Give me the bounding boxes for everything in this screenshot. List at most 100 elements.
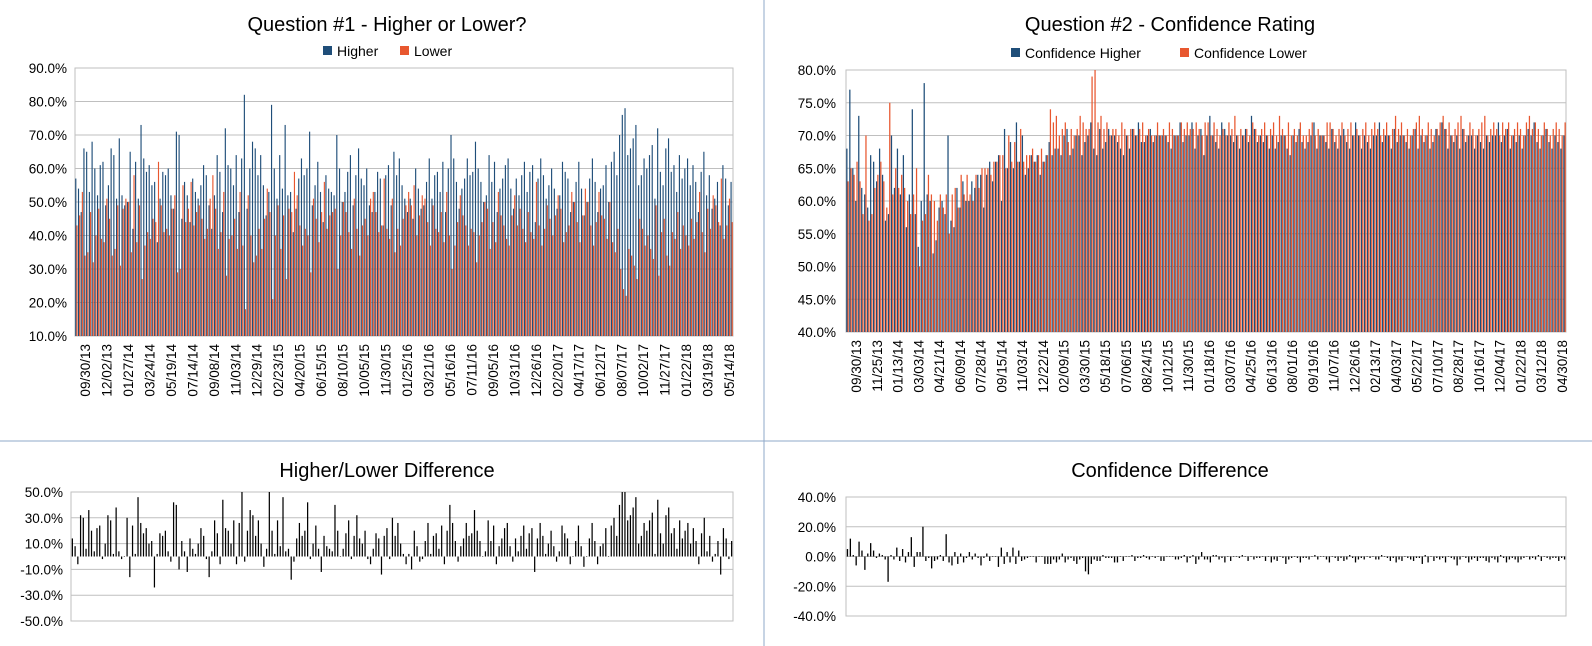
bar-difference [654,553,656,557]
bar-difference [1386,556,1389,558]
bar-difference [134,553,136,557]
bar-lower [978,187,980,332]
legend: Confidence Higher Confidence Lower [1011,45,1307,61]
bar-difference [594,541,596,557]
bar-difference [1163,556,1165,561]
bar-difference [460,546,462,557]
bar-difference [490,541,492,557]
bar-higher [1366,142,1369,332]
bar-difference [916,552,918,557]
bar-difference [1200,552,1203,557]
bar-higher [1084,142,1086,332]
bar-lower [1037,155,1040,332]
bar-difference [471,533,473,557]
bar-higher [1375,135,1378,332]
bar-higher [300,158,303,336]
bar-lower [217,248,219,336]
x-tick-label: 05/18/15 [1098,340,1113,393]
bar-difference [974,553,976,557]
x-tick-label: 07/14/14 [185,344,200,397]
bar-difference [545,553,547,557]
bar-difference [1320,556,1322,557]
bar-lower [136,242,138,336]
bar-lower [655,205,657,336]
bar-difference [536,538,539,557]
bar-difference [939,555,942,557]
bar-lower [1067,142,1069,332]
bar-lower [1213,122,1215,333]
bar-lower [272,299,274,336]
bar-difference [79,515,82,557]
bar-difference [692,528,694,557]
bar-lower [704,252,706,336]
x-tick-label: 03/21/16 [422,344,437,397]
bar-higher [156,242,158,336]
bar-higher [1512,135,1514,332]
bar-difference [361,543,363,557]
bar-higher [1194,148,1196,332]
bar-difference [1206,556,1209,560]
bar-higher [1497,122,1500,333]
bar-lower [1088,128,1090,332]
bar-higher [455,181,458,336]
bar-higher [507,158,509,336]
bar-difference [665,515,667,557]
bar-higher [1116,142,1119,332]
bar-difference [140,522,142,557]
bar-higher [230,168,232,336]
bar-higher [1033,161,1035,332]
bar-higher [1381,142,1384,332]
bar-lower [912,194,915,332]
bar-higher [1158,135,1160,332]
bar-higher [692,165,694,336]
bar-higher [75,178,77,336]
x-tick-label: 10/05/15 [357,344,372,397]
bar-higher [1479,142,1482,332]
bar-difference [380,556,383,575]
bar-lower [1070,128,1072,332]
bar-lower [465,225,467,336]
x-tick-label: 05/22/17 [1410,340,1425,393]
bar-higher [1003,128,1006,332]
bar-lower [497,191,499,336]
bar-difference [676,548,678,557]
bars [75,94,733,337]
bar-difference [1261,556,1264,557]
y-tick-label: 65.0% [798,161,836,176]
bar-difference [1395,556,1397,563]
bar-lower [168,235,170,336]
bar-higher [521,175,523,336]
bar-higher [393,151,395,336]
bar-lower [1469,122,1471,333]
bar-higher [1396,142,1398,332]
bar-difference [301,535,303,557]
bar-difference [123,556,125,557]
bar-lower [1546,128,1548,332]
bar-higher [706,195,708,336]
bar-higher [1393,128,1395,332]
x-tick-label: 01/13/14 [891,340,906,393]
bar-lower [486,208,489,336]
bar-higher [1441,122,1443,333]
bar-lower [1061,128,1063,332]
bar-lower [1472,128,1474,332]
x-tick-label: 11/27/17 [658,344,673,396]
bar-higher [583,215,585,336]
bar-higher [502,178,504,336]
bar-difference [951,556,953,566]
bar-lower [348,232,350,336]
bar-higher [725,178,727,336]
bar-higher [1119,148,1122,332]
bar-difference [673,528,675,557]
bar-lower [1231,128,1233,332]
bar-difference [1436,556,1438,558]
bar-difference [1360,556,1362,558]
bar-higher [864,194,866,332]
x-tick-label: 03/12/18 [1534,340,1549,393]
bar-lower [1368,135,1370,332]
bar-lower [568,225,570,336]
bar-lower [81,191,83,336]
bar-difference [1279,556,1281,557]
bar-lower [1460,115,1462,332]
bar-difference [627,520,629,557]
